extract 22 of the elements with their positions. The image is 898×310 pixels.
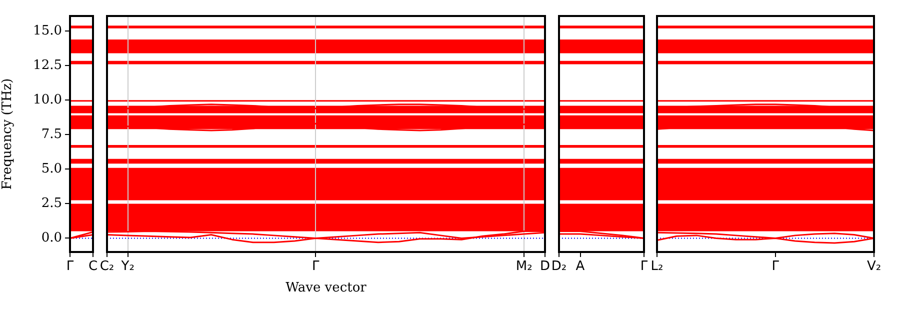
x-tick-label: Γ — [640, 259, 648, 274]
y-tick-label: 7.5 — [41, 127, 62, 142]
x-tick-label: M₂ — [516, 259, 532, 274]
y-tick-label: 2.5 — [41, 196, 62, 212]
x-tick-label: L₂ — [650, 259, 664, 274]
x-tick-label: C₂ — [100, 259, 114, 274]
y-tick-label: 15.0 — [33, 24, 62, 39]
x-tick-label: Γ — [772, 259, 780, 274]
x-tick-label: C — [88, 259, 98, 274]
y-tick-label: 5.0 — [41, 162, 62, 177]
y-tick-label: 10.0 — [33, 92, 62, 108]
x-tick-label: A — [576, 259, 585, 274]
x-tick-label: D — [540, 259, 550, 274]
y-tick-label: 12.5 — [33, 58, 62, 74]
x-tick-label: D₂ — [551, 259, 567, 274]
y-tick-label: 0.0 — [41, 230, 62, 246]
x-tick-label: V₂ — [866, 259, 882, 274]
x-tick-label: Y₂ — [120, 259, 134, 274]
x-tick-label: Γ — [66, 259, 74, 274]
x-axis-title: Wave vector — [286, 280, 368, 296]
x-tick-label: Γ — [312, 259, 320, 274]
y-axis-title: Frequency (THz) — [0, 78, 16, 190]
